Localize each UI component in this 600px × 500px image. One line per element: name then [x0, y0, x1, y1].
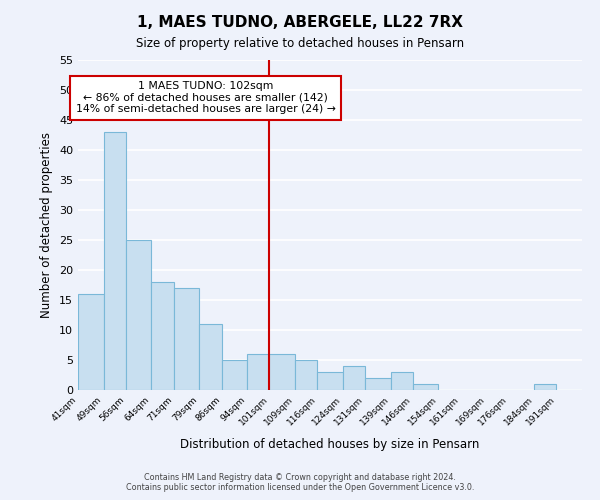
Text: Contains HM Land Registry data © Crown copyright and database right 2024.
Contai: Contains HM Land Registry data © Crown c…	[126, 473, 474, 492]
Bar	[413, 384, 439, 390]
Bar	[295, 360, 317, 390]
Y-axis label: Number of detached properties: Number of detached properties	[40, 132, 53, 318]
Bar	[391, 372, 413, 390]
Bar	[78, 294, 104, 390]
Text: Size of property relative to detached houses in Pensarn: Size of property relative to detached ho…	[136, 38, 464, 51]
Bar	[221, 360, 247, 390]
Bar	[365, 378, 391, 390]
Bar	[173, 288, 199, 390]
Text: 1 MAES TUDNO: 102sqm
← 86% of detached houses are smaller (142)
14% of semi-deta: 1 MAES TUDNO: 102sqm ← 86% of detached h…	[76, 81, 335, 114]
Bar	[126, 240, 151, 390]
Bar	[317, 372, 343, 390]
Bar	[534, 384, 556, 390]
Bar	[269, 354, 295, 390]
Bar	[199, 324, 221, 390]
X-axis label: Distribution of detached houses by size in Pensarn: Distribution of detached houses by size …	[181, 438, 479, 451]
Bar	[104, 132, 126, 390]
Bar	[151, 282, 173, 390]
Bar	[343, 366, 365, 390]
Text: 1, MAES TUDNO, ABERGELE, LL22 7RX: 1, MAES TUDNO, ABERGELE, LL22 7RX	[137, 15, 463, 30]
Bar	[247, 354, 269, 390]
